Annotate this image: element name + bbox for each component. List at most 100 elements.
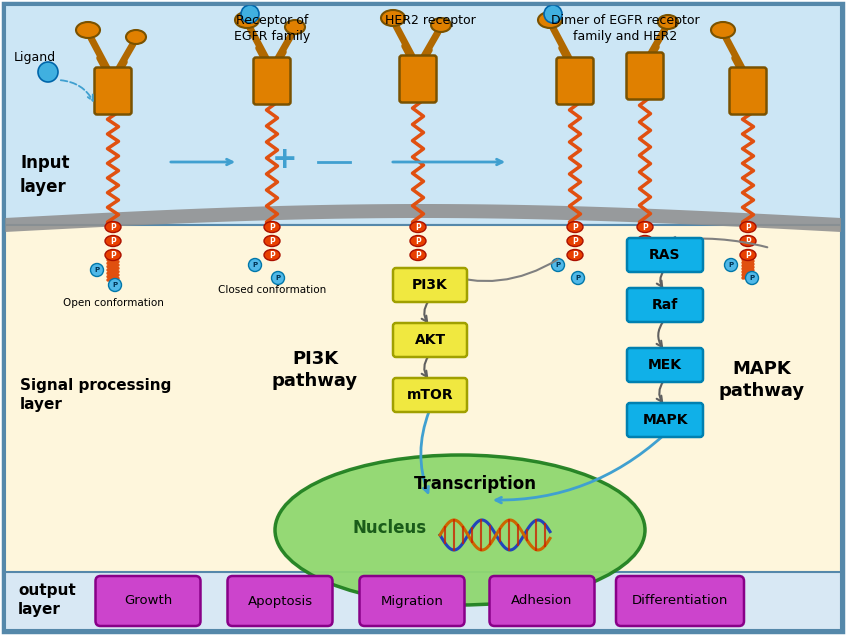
Text: PI3K
pathway: PI3K pathway	[272, 350, 358, 390]
Ellipse shape	[711, 22, 735, 38]
Text: output
layer: output layer	[18, 582, 76, 617]
Text: +: +	[272, 145, 298, 173]
Bar	[5, 5, 841, 225]
Ellipse shape	[637, 236, 653, 246]
Ellipse shape	[275, 455, 645, 605]
Text: MAPK
pathway: MAPK pathway	[719, 360, 805, 400]
FancyBboxPatch shape	[729, 67, 766, 114]
Text: P: P	[110, 236, 116, 246]
Text: P: P	[110, 222, 116, 232]
Ellipse shape	[381, 10, 405, 26]
Circle shape	[745, 272, 759, 284]
Polygon shape	[5, 204, 841, 232]
Ellipse shape	[538, 12, 562, 28]
Circle shape	[272, 272, 284, 284]
Circle shape	[241, 5, 259, 23]
Circle shape	[552, 258, 564, 272]
Ellipse shape	[264, 250, 280, 260]
Text: PI3K: PI3K	[412, 278, 448, 292]
Text: P: P	[572, 236, 578, 246]
Text: RAS: RAS	[649, 248, 681, 262]
Text: Receptor of
EGFR family: Receptor of EGFR family	[233, 14, 310, 43]
Text: Apoptosis: Apoptosis	[247, 594, 312, 608]
Ellipse shape	[740, 250, 756, 260]
Text: Raf: Raf	[652, 298, 678, 312]
Ellipse shape	[740, 222, 756, 232]
Text: P: P	[415, 236, 420, 246]
Ellipse shape	[76, 22, 100, 38]
Ellipse shape	[105, 222, 121, 232]
Ellipse shape	[410, 236, 426, 246]
Text: Adhesion: Adhesion	[511, 594, 573, 608]
Text: P: P	[642, 250, 648, 260]
Text: P: P	[745, 236, 751, 246]
Bar	[5, 572, 841, 630]
Ellipse shape	[285, 20, 305, 34]
Circle shape	[249, 258, 261, 272]
FancyBboxPatch shape	[616, 576, 744, 626]
Circle shape	[91, 264, 103, 276]
Text: P: P	[95, 267, 100, 273]
Text: P: P	[642, 236, 648, 246]
Text: P: P	[269, 236, 275, 246]
Circle shape	[38, 62, 58, 82]
Text: P: P	[642, 222, 648, 232]
Ellipse shape	[740, 236, 756, 246]
Text: P: P	[556, 262, 561, 268]
Text: MAPK: MAPK	[642, 413, 688, 427]
Text: P: P	[572, 222, 578, 232]
FancyBboxPatch shape	[393, 268, 467, 302]
Text: Nucleus: Nucleus	[353, 519, 427, 537]
Ellipse shape	[658, 15, 678, 29]
Bar	[5, 225, 841, 575]
FancyBboxPatch shape	[557, 58, 594, 105]
Ellipse shape	[126, 30, 146, 44]
Ellipse shape	[567, 236, 583, 246]
Text: Open conformation: Open conformation	[63, 298, 163, 308]
Text: Signal processing
layer: Signal processing layer	[20, 378, 172, 412]
FancyBboxPatch shape	[627, 348, 703, 382]
Circle shape	[544, 5, 562, 23]
Text: P: P	[276, 275, 281, 281]
Text: P: P	[269, 250, 275, 260]
Text: P: P	[252, 262, 257, 268]
FancyBboxPatch shape	[627, 403, 703, 437]
FancyBboxPatch shape	[627, 53, 663, 100]
Text: MEK: MEK	[648, 358, 682, 372]
FancyBboxPatch shape	[96, 576, 201, 626]
FancyBboxPatch shape	[393, 378, 467, 412]
Circle shape	[108, 279, 122, 291]
Ellipse shape	[235, 12, 259, 28]
Ellipse shape	[105, 236, 121, 246]
FancyBboxPatch shape	[393, 323, 467, 357]
Ellipse shape	[264, 236, 280, 246]
Ellipse shape	[567, 250, 583, 260]
Text: P: P	[750, 275, 755, 281]
Ellipse shape	[637, 222, 653, 232]
FancyBboxPatch shape	[95, 67, 131, 114]
Text: Dimer of EGFR receptor
family and HER2: Dimer of EGFR receptor family and HER2	[551, 14, 700, 43]
Circle shape	[724, 258, 738, 272]
Text: P: P	[572, 250, 578, 260]
Text: Migration: Migration	[381, 594, 443, 608]
FancyBboxPatch shape	[627, 238, 703, 272]
Ellipse shape	[105, 250, 121, 260]
Text: Transcription: Transcription	[414, 475, 536, 493]
FancyBboxPatch shape	[399, 55, 437, 102]
Ellipse shape	[410, 250, 426, 260]
FancyBboxPatch shape	[490, 576, 595, 626]
Text: Input
layer: Input layer	[20, 154, 69, 196]
Text: P: P	[269, 222, 275, 232]
Text: P: P	[728, 262, 733, 268]
Text: Closed conformation: Closed conformation	[218, 285, 326, 295]
Text: P: P	[415, 250, 420, 260]
Text: P: P	[110, 250, 116, 260]
Text: HER2 receptor: HER2 receptor	[385, 14, 475, 27]
Text: Growth: Growth	[124, 594, 172, 608]
Ellipse shape	[637, 250, 653, 260]
Text: Differentiation: Differentiation	[632, 594, 728, 608]
Text: P: P	[575, 275, 580, 281]
Text: P: P	[745, 250, 751, 260]
Text: AKT: AKT	[415, 333, 446, 347]
Text: P: P	[113, 282, 118, 288]
